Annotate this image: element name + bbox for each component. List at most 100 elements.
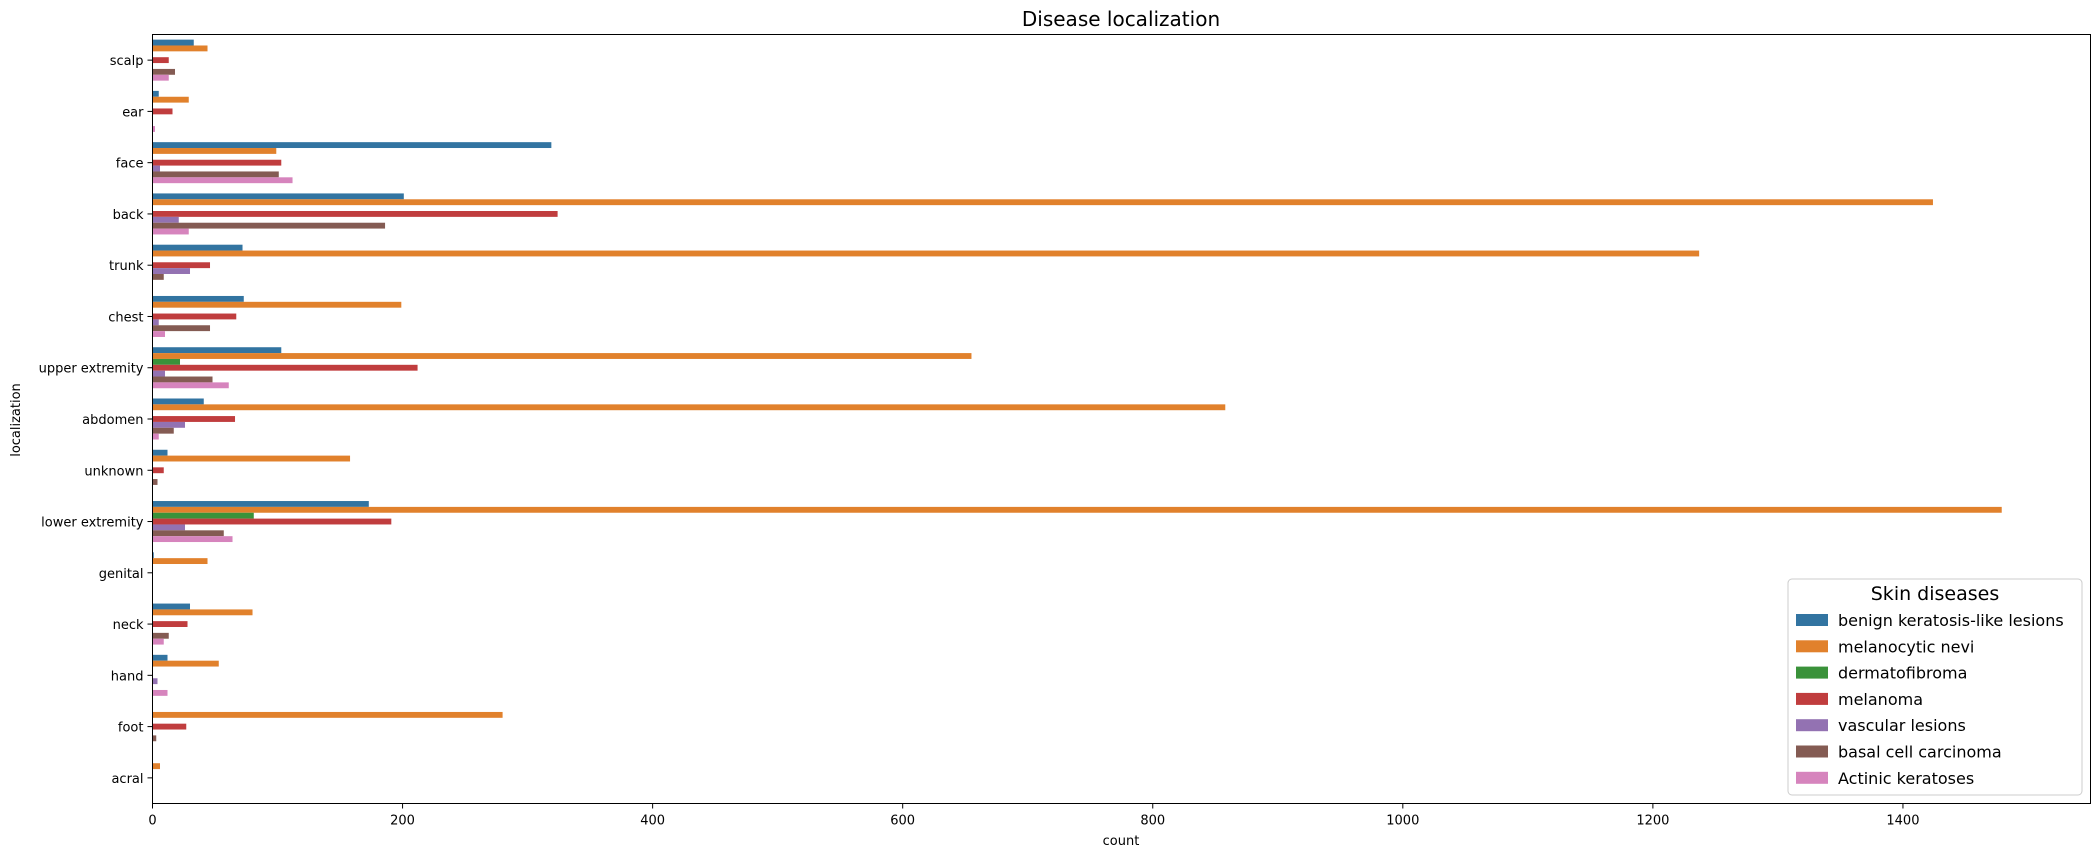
x-axis-title: count [1103, 834, 1140, 849]
x-tick-label: 800 [1140, 814, 1165, 829]
bar-chest-actinic-keratoses [152, 331, 166, 337]
bar-unknown-melanoma [152, 467, 164, 474]
y-tick-label: upper extremity [39, 362, 144, 377]
bar-lower-extremity-actinic-keratoses [152, 536, 233, 543]
bar-ear-melanocytic-nevi [152, 96, 189, 103]
bar-back-melanoma [152, 211, 558, 217]
x-tick-label: 600 [890, 814, 915, 829]
y-tick-label: back [113, 208, 144, 223]
bar-trunk-benign-keratosis-like-lesions [152, 244, 243, 251]
bar-chest-melanocytic-nevi [152, 301, 402, 308]
legend-swatch-melanoma [1796, 692, 1828, 705]
bar-trunk-melanoma [152, 262, 211, 269]
legend-swatch-actinic-keratoses [1796, 771, 1828, 784]
y-tick-label: hand [111, 669, 144, 684]
bar-ear-benign-keratosis-like-lesions [152, 90, 159, 97]
bar-foot-basal-cell-carcinoma [152, 735, 157, 742]
legend-title: Skin diseases [1871, 583, 1999, 605]
bars-layer [152, 39, 2002, 770]
legend-label-vascular-lesions: vascular lesions [1838, 716, 1966, 735]
bar-back-melanocytic-nevi [152, 199, 1933, 206]
bar-abdomen-vascular-lesions [152, 421, 186, 428]
x-tick-label: 1000 [1386, 814, 1419, 829]
legend-swatch-melanocytic-nevi [1796, 640, 1828, 653]
bar-hand-benign-keratosis-like-lesions [152, 654, 168, 661]
y-tick-label: abdomen [82, 413, 143, 428]
bar-ear-actinic-keratoses [152, 126, 156, 132]
bar-back-basal-cell-carcinoma [152, 222, 386, 229]
bar-neck-benign-keratosis-like-lesions [152, 603, 191, 610]
legend-label-melanoma: melanoma [1838, 690, 1923, 709]
bar-trunk-basal-cell-carcinoma [152, 273, 164, 280]
bar-scalp-benign-keratosis-like-lesions [152, 39, 194, 46]
bar-upper-extremity-actinic-keratoses [152, 382, 229, 389]
bar-upper-extremity-dermatofibroma [152, 358, 181, 365]
bar-lower-extremity-dermatofibroma [152, 512, 254, 519]
bar-scalp-melanocytic-nevi [152, 45, 208, 52]
bar-neck-melanoma [152, 621, 188, 627]
bar-face-melanoma [152, 159, 282, 166]
bar-unknown-benign-keratosis-like-lesions [152, 449, 168, 456]
legend-box [1787, 578, 2083, 796]
y-axis-title: localization [9, 383, 24, 457]
bar-trunk-melanocytic-nevi [152, 250, 1700, 257]
bar-lower-extremity-basal-cell-carcinoma [152, 530, 224, 537]
legend-label-basal-cell-carcinoma: basal cell carcinoma [1838, 743, 2002, 762]
bar-face-melanocytic-nevi [152, 148, 277, 154]
bar-foot-melanoma [152, 723, 187, 730]
bar-ear-melanoma [152, 108, 173, 115]
bar-chest-vascular-lesions [152, 319, 159, 326]
legend-swatch-dermatofibroma [1796, 666, 1828, 679]
x-tick-label: 400 [640, 814, 665, 829]
bar-neck-melanocytic-nevi [152, 609, 253, 616]
plot-frame [152, 34, 2091, 804]
bar-upper-extremity-vascular-lesions [152, 370, 166, 377]
bar-abdomen-melanoma [152, 416, 236, 422]
bar-lower-extremity-benign-keratosis-like-lesions [152, 501, 369, 507]
bar-upper-extremity-melanocytic-nevi [152, 353, 972, 359]
bar-upper-extremity-basal-cell-carcinoma [152, 376, 213, 383]
bar-neck-basal-cell-carcinoma [152, 632, 169, 639]
y-tick-label: trunk [109, 259, 144, 274]
bar-face-actinic-keratoses [152, 177, 293, 184]
bar-genital-melanocytic-nevi [152, 558, 208, 565]
legend-label-dermatofibroma: dermatofibroma [1838, 664, 1967, 683]
bar-chest-basal-cell-carcinoma [152, 325, 211, 332]
bar-scalp-melanoma [152, 57, 169, 64]
chart-title: Disease localization [1022, 7, 1220, 31]
bar-abdomen-basal-cell-carcinoma [152, 427, 174, 434]
x-tick-label: 0 [148, 814, 156, 829]
bar-unknown-basal-cell-carcinoma [152, 479, 158, 485]
bar-acral-melanocytic-nevi [152, 763, 161, 770]
x-tick-label: 200 [390, 814, 415, 829]
legend-label-benign-keratosis-like-lesions: benign keratosis-like lesions [1838, 611, 2064, 630]
bar-scalp-basal-cell-carcinoma [152, 68, 176, 75]
bar-genital-benign-keratosis-like-lesions [152, 552, 154, 559]
bar-back-actinic-keratoses [152, 228, 189, 235]
y-tick-label: chest [108, 310, 143, 325]
y-tick-label: ear [122, 105, 144, 120]
y-tick-label: acral [111, 772, 143, 787]
y-tick-label: neck [113, 618, 144, 633]
y-tick-label: foot [118, 721, 144, 736]
bar-lower-extremity-vascular-lesions [152, 524, 186, 531]
bar-lower-extremity-melanoma [152, 518, 392, 525]
legend: Skin diseases benign keratosis-like lesi… [1787, 578, 2083, 796]
y-tick-label: genital [99, 567, 144, 582]
bar-lower-extremity-melanocytic-nevi [152, 506, 2002, 513]
bar-scalp-actinic-keratoses [152, 74, 169, 81]
bar-hand-vascular-lesions [152, 678, 158, 685]
legend-swatch-benign-keratosis-like-lesions [1796, 614, 1828, 626]
y-tick-label: scalp [110, 54, 144, 69]
bar-upper-extremity-melanoma [152, 364, 418, 371]
bar-neck-actinic-keratoses [152, 638, 164, 645]
bar-unknown-melanocytic-nevi [152, 455, 351, 462]
legend-label-melanocytic-nevi: melanocytic nevi [1838, 637, 1974, 656]
bar-hand-melanocytic-nevi [152, 660, 219, 667]
x-tick-label: 1200 [1636, 814, 1669, 829]
y-tick-label: face [116, 157, 144, 172]
bar-face-benign-keratosis-like-lesions [152, 142, 552, 149]
legend-swatch-basal-cell-carcinoma [1796, 745, 1828, 758]
y-tick-label: unknown [84, 464, 143, 479]
